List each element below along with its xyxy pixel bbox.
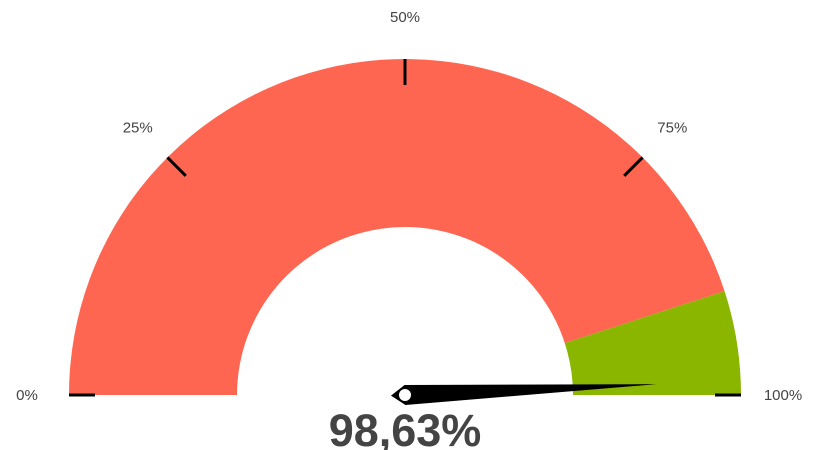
gauge-needle-hub: [399, 389, 411, 401]
gauge-band-1: [564, 291, 741, 395]
gauge-bands: [69, 58, 741, 396]
gauge-value-label: 98,63%: [329, 405, 482, 450]
gauge-tick-label-25: 25%: [123, 120, 153, 137]
gauge-needle: [391, 384, 657, 405]
gauge-needle-group: [391, 384, 657, 405]
gauge-tick-label-50: 50%: [390, 9, 420, 26]
gauge-band-0: [69, 58, 725, 396]
gauge-tick-label-75: 75%: [657, 120, 687, 137]
gauge-ticks: [69, 59, 741, 397]
gauge-tick-label-100: 100%: [764, 387, 802, 404]
gauge-tick-labels: 0% 25% 50% 75% 100%: [16, 9, 802, 404]
gauge-tick-25: [166, 156, 187, 177]
gauge-tick-75: [623, 156, 644, 177]
gauge-tick-label-0: 0%: [16, 387, 38, 404]
